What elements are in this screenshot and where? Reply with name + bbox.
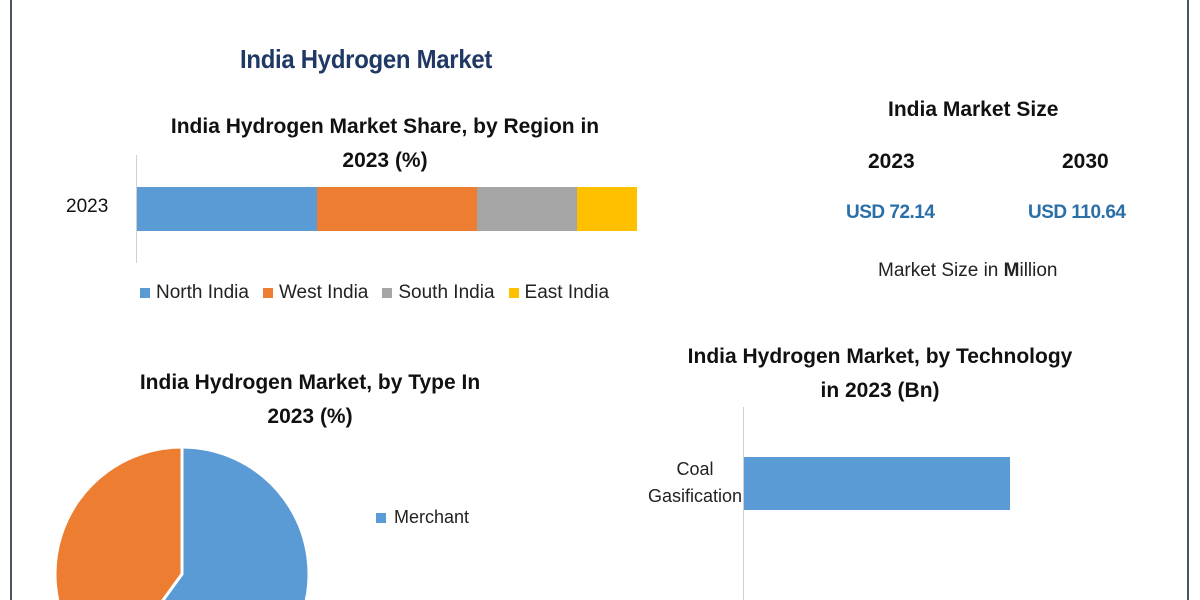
region-legend: North India West India South India East Ind… — [140, 282, 609, 304]
legend-swatch-icon — [262, 288, 273, 298]
legend-item-south-india: South India — [382, 282, 495, 304]
legend-swatch-icon — [508, 288, 519, 298]
note-prefix: Market Size in — [878, 260, 1004, 281]
note-bold: M — [1003, 260, 1020, 281]
type-chart-title: India Hydrogen Market, by Type In 2023 (… — [100, 366, 520, 434]
frame-right-border — [1187, 0, 1189, 600]
region-chart-title: India Hydrogen Market Share, by Region i… — [120, 110, 650, 178]
note-suffix: illion — [1019, 260, 1058, 281]
legend-item-north-india: North India — [140, 282, 249, 304]
tech-label-line-1: Coal — [676, 459, 714, 479]
legend-item-west-india: West India — [262, 282, 369, 304]
legend-label: East India — [524, 282, 610, 303]
legend-label: South India — [398, 282, 495, 303]
technology-bar-coal-gasification — [744, 457, 1010, 510]
page-title: India Hydrogen Market — [240, 44, 493, 74]
market-size-unit-note: Market Size in Million — [878, 260, 1058, 282]
region-category-label: 2023 — [66, 196, 109, 217]
legend-swatch-icon — [140, 288, 150, 298]
type-title-line-1: India Hydrogen Market, by Type In — [139, 371, 481, 394]
tech-title-line-1: India Hydrogen Market, by Technology — [687, 345, 1073, 368]
region-title-line-1: India Hydrogen Market Share, by Region i… — [170, 115, 600, 138]
pie-slice-captive — [53, 445, 184, 600]
technology-chart-axis — [743, 407, 744, 600]
region-segment-south-india — [477, 187, 577, 231]
pie-legend-merchant: Merchant — [376, 507, 469, 528]
technology-chart-title: India Hydrogen Market, by Technology in … — [650, 340, 1110, 408]
region-segment-west-india — [317, 187, 477, 231]
region-segment-east-india — [577, 187, 637, 231]
region-segment-north-india — [137, 187, 317, 231]
pie-slice-merchant — [161, 445, 311, 600]
legend-label: West India — [278, 282, 369, 303]
legend-swatch-icon — [382, 288, 393, 298]
technology-category-label: Coal Gasification — [630, 456, 760, 510]
tech-label-line-2: Gasification — [647, 486, 743, 506]
region-title-line-2: 2023 (%) — [342, 149, 428, 172]
market-size-value-2023: USD 72.14 — [846, 202, 935, 223]
merchant-swatch-icon — [376, 512, 386, 523]
market-size-year-2030: 2030 — [1062, 150, 1109, 173]
tech-title-line-2: in 2023 (Bn) — [820, 379, 940, 402]
frame-left-border — [10, 0, 12, 600]
market-size-value-2030: USD 110.64 — [1028, 202, 1126, 223]
region-stacked-bar — [137, 187, 637, 231]
region-chart-axis — [136, 155, 137, 263]
market-size-year-2023: 2023 — [868, 150, 915, 173]
type-title-line-2: 2023 (%) — [267, 405, 353, 428]
legend-item-east-india: East India — [508, 282, 610, 304]
legend-label: North India — [156, 282, 249, 303]
merchant-legend-label: Merchant — [394, 507, 470, 527]
market-size-title: India Market Size — [888, 98, 1059, 121]
